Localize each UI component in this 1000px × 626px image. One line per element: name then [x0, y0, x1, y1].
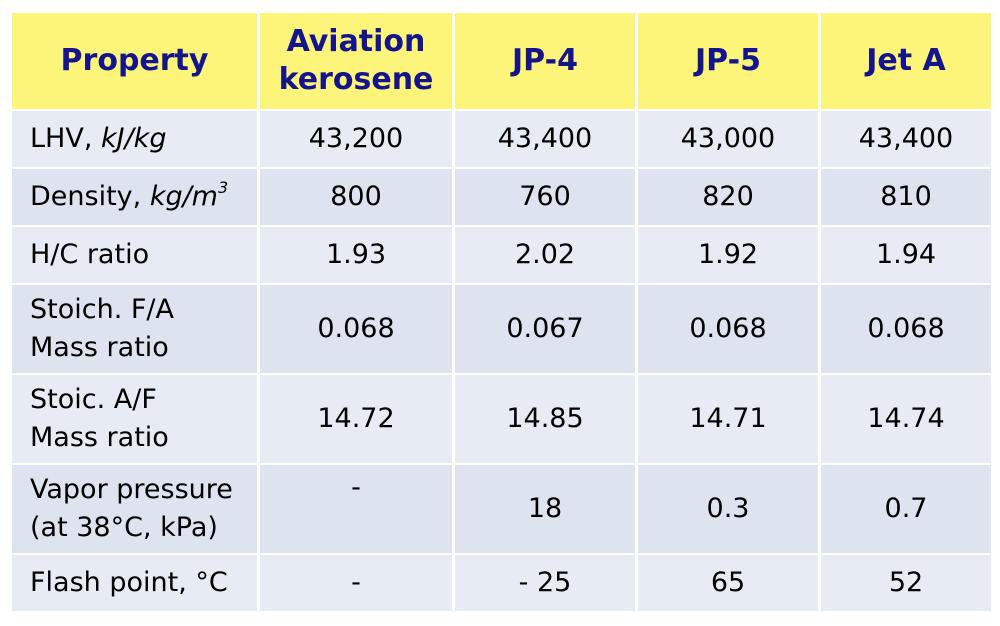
table-cell: 43,200 — [260, 111, 452, 167]
header-jp5: JP-5 — [638, 13, 818, 109]
table-cell: 52 — [821, 555, 991, 611]
fuel-properties-table: Property Aviation kerosene JP-4 JP-5 Jet… — [9, 11, 994, 613]
table-cell: 1.93 — [260, 227, 452, 283]
table-cell: 0.068 — [821, 285, 991, 373]
table-row-stoich-fa: Stoich. F/A Mass ratio 0.068 0.067 0.068… — [12, 285, 991, 373]
table-cell: 43,000 — [638, 111, 818, 167]
table-cell: 820 — [638, 169, 818, 225]
table-cell: 43,400 — [821, 111, 991, 167]
table-cell: 14.74 — [821, 375, 991, 463]
header-aviation-line1: Aviation — [286, 24, 426, 59]
table-cell: 14.71 — [638, 375, 818, 463]
vapor-pressure-line1: Vapor pressure — [30, 474, 233, 505]
density-unit-base: kg/m — [149, 181, 218, 212]
row-label-lhv: LHV, kJ/kg — [12, 111, 257, 167]
row-label-stoic-af: Stoic. A/F Mass ratio — [12, 375, 257, 463]
table-cell: - — [260, 555, 452, 611]
table-cell: 18 — [455, 465, 635, 553]
table-row-hc-ratio: H/C ratio 1.93 2.02 1.92 1.94 — [12, 227, 991, 283]
density-label-text: Density, — [30, 181, 150, 212]
density-unit-exponent: 3 — [218, 178, 229, 197]
table-cell: 800 — [260, 169, 452, 225]
lhv-label-text: LHV, — [30, 123, 101, 154]
table-cell: 760 — [455, 169, 635, 225]
table-row-flash-point: Flash point, °C - - 25 65 52 — [12, 555, 991, 611]
table-cell: 43,400 — [455, 111, 635, 167]
table-cell: 1.94 — [821, 227, 991, 283]
table-cell: 14.85 — [455, 375, 635, 463]
header-aviation-line2: kerosene — [278, 62, 434, 97]
table-row-stoic-af: Stoic. A/F Mass ratio 14.72 14.85 14.71 … — [12, 375, 991, 463]
table-row-vapor-pressure: Vapor pressure (at 38°C, kPa) - 18 0.3 0… — [12, 465, 991, 553]
density-unit: kg/m3 — [149, 178, 229, 213]
header-aviation-kerosene: Aviation kerosene — [260, 13, 452, 109]
table-cell: 0.7 — [821, 465, 991, 553]
stoic-af-line1: Stoic. A/F — [30, 384, 157, 415]
table-cell: 14.72 — [260, 375, 452, 463]
header-row: Property Aviation kerosene JP-4 JP-5 Jet… — [12, 13, 991, 109]
row-label-stoich-fa: Stoich. F/A Mass ratio — [12, 285, 257, 373]
table-row-density: Density, kg/m3 800 760 820 810 — [12, 169, 991, 225]
vapor-pressure-line2: (at 38°C, kPa) — [30, 512, 218, 543]
table-cell: 1.92 — [638, 227, 818, 283]
stoic-af-line2: Mass ratio — [30, 422, 169, 453]
table-cell: 65 — [638, 555, 818, 611]
table-cell: - 25 — [455, 555, 635, 611]
header-jet-a: Jet A — [821, 13, 991, 109]
table-cell: 0.3 — [638, 465, 818, 553]
header-property: Property — [12, 13, 257, 109]
table-cell: 810 — [821, 169, 991, 225]
table-cell: 0.067 — [455, 285, 635, 373]
stoich-fa-line1: Stoich. F/A — [30, 294, 174, 325]
stoich-fa-line2: Mass ratio — [30, 332, 169, 363]
row-label-hc-ratio: H/C ratio — [12, 227, 257, 283]
table-cell: - — [260, 465, 452, 553]
table-cell: 0.068 — [638, 285, 818, 373]
header-jp4: JP-4 — [455, 13, 635, 109]
row-label-vapor-pressure: Vapor pressure (at 38°C, kPa) — [12, 465, 257, 553]
row-label-density: Density, kg/m3 — [12, 169, 257, 225]
table-cell: 2.02 — [455, 227, 635, 283]
row-label-flash-point: Flash point, °C — [12, 555, 257, 611]
lhv-unit: kJ/kg — [100, 123, 167, 154]
table-row-lhv: LHV, kJ/kg 43,200 43,400 43,000 43,400 — [12, 111, 991, 167]
table-cell: 0.068 — [260, 285, 452, 373]
